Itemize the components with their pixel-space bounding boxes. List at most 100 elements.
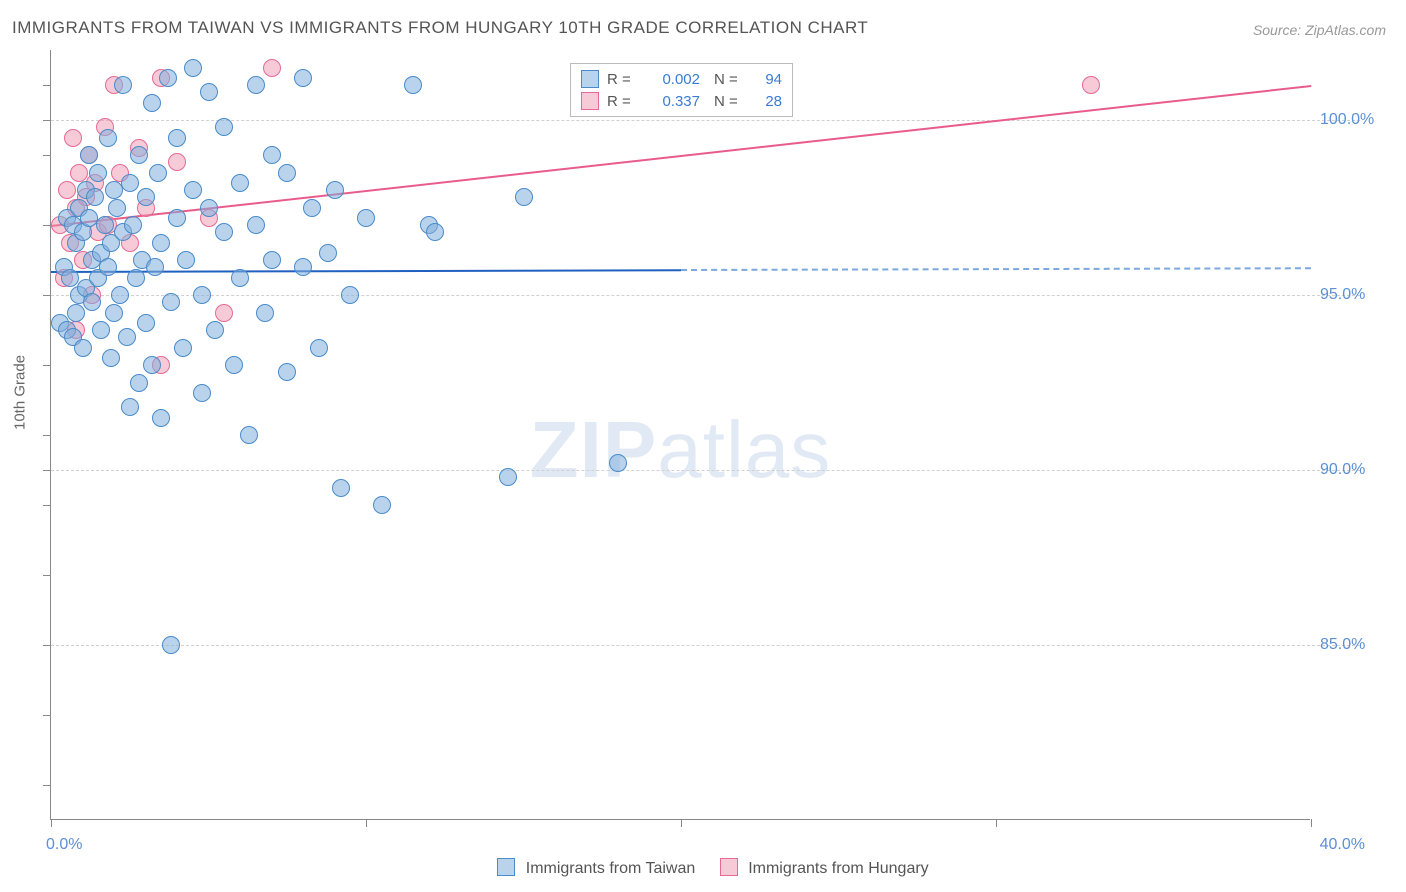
data-point [278, 164, 296, 182]
data-point [121, 398, 139, 416]
data-point [215, 304, 233, 322]
y-tick-mark [43, 505, 51, 506]
data-point [137, 188, 155, 206]
y-tick-mark [43, 295, 51, 296]
data-point [99, 258, 117, 276]
legend-label-pink: Immigrants from Hungary [748, 860, 929, 877]
data-point [247, 216, 265, 234]
data-point [143, 94, 161, 112]
y-tick-label: 95.0% [1320, 286, 1400, 304]
data-point [89, 164, 107, 182]
data-point [102, 349, 120, 367]
y-axis-title: 10th Grade [12, 355, 29, 430]
data-point [294, 258, 312, 276]
data-point [341, 286, 359, 304]
data-point [162, 293, 180, 311]
data-point [146, 258, 164, 276]
y-tick-mark [43, 645, 51, 646]
data-point [263, 251, 281, 269]
x-tick-mark [681, 819, 682, 827]
data-point [240, 426, 258, 444]
y-tick-mark [43, 470, 51, 471]
data-point [200, 83, 218, 101]
data-point [177, 251, 195, 269]
x-tick-mark [366, 819, 367, 827]
gridline [51, 645, 1360, 646]
chart-title: IMMIGRANTS FROM TAIWAN VS IMMIGRANTS FRO… [12, 18, 868, 38]
data-point [332, 479, 350, 497]
data-point [231, 174, 249, 192]
y-tick-mark [43, 225, 51, 226]
data-point [310, 339, 328, 357]
data-point [74, 339, 92, 357]
y-tick-mark [43, 435, 51, 436]
x-tick-mark [1311, 819, 1312, 827]
data-point [159, 69, 177, 87]
plot-area: ZIPatlas 85.0%90.0%95.0%100.0%0.0%40.0% [50, 50, 1310, 820]
gridline [51, 295, 1360, 296]
x-tick-mark [51, 819, 52, 827]
gridline [51, 120, 1360, 121]
data-point [263, 146, 281, 164]
data-point [184, 59, 202, 77]
trendline [681, 267, 1311, 271]
gridline [51, 470, 1360, 471]
data-point [152, 234, 170, 252]
data-point [168, 153, 186, 171]
data-point [127, 269, 145, 287]
data-point [168, 129, 186, 147]
data-point [174, 339, 192, 357]
data-point [118, 328, 136, 346]
data-point [326, 181, 344, 199]
data-point [609, 454, 627, 472]
data-point [114, 76, 132, 94]
y-tick-mark [43, 785, 51, 786]
data-point [263, 59, 281, 77]
y-tick-mark [43, 715, 51, 716]
data-point [61, 269, 79, 287]
data-point [193, 286, 211, 304]
data-point [225, 356, 243, 374]
data-point [404, 76, 422, 94]
data-point [373, 496, 391, 514]
data-point [137, 314, 155, 332]
data-point [86, 188, 104, 206]
data-point [215, 223, 233, 241]
stats-row-blue: R = 0.002 N = 94 [571, 68, 792, 90]
data-point [152, 409, 170, 427]
watermark: ZIPatlas [530, 404, 831, 496]
data-point [247, 76, 265, 94]
data-point [206, 321, 224, 339]
data-point [231, 269, 249, 287]
data-point [124, 216, 142, 234]
stats-row-pink: R = 0.337 N = 28 [571, 90, 792, 112]
bottom-legend: Immigrants from Taiwan Immigrants from H… [0, 858, 1406, 878]
legend-label-blue: Immigrants from Taiwan [526, 860, 696, 877]
data-point [256, 304, 274, 322]
stats-legend-box: R = 0.002 N = 94 R = 0.337 N = 28 [570, 63, 793, 117]
y-tick-mark [43, 155, 51, 156]
data-point [515, 188, 533, 206]
data-point [111, 286, 129, 304]
data-point [130, 146, 148, 164]
data-point [168, 209, 186, 227]
y-tick-mark [43, 120, 51, 121]
data-point [96, 216, 114, 234]
data-point [83, 293, 101, 311]
y-tick-label: 85.0% [1320, 636, 1400, 654]
y-tick-mark [43, 85, 51, 86]
y-tick-label: 90.0% [1320, 461, 1400, 479]
data-point [70, 164, 88, 182]
data-point [294, 69, 312, 87]
data-point [200, 199, 218, 217]
data-point [426, 223, 444, 241]
data-point [357, 209, 375, 227]
x-axis-min-label: 0.0% [46, 836, 82, 854]
y-tick-mark [43, 365, 51, 366]
data-point [499, 468, 517, 486]
data-point [58, 181, 76, 199]
data-point [319, 244, 337, 262]
data-point [121, 174, 139, 192]
data-point [80, 146, 98, 164]
legend-swatch-pink-icon [720, 858, 738, 876]
